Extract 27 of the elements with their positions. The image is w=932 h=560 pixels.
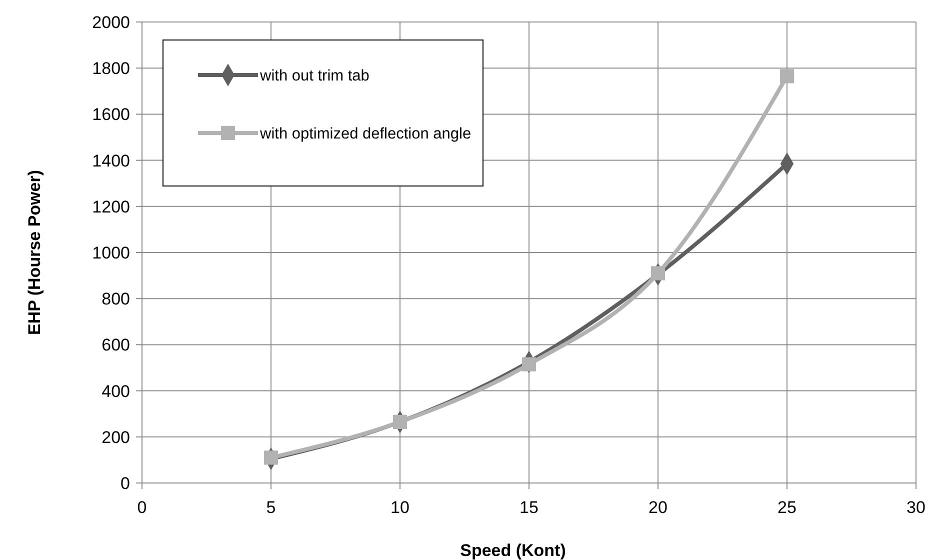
x-tick-label: 5 [266,498,276,517]
y-tick-label: 1000 [92,243,130,262]
point [650,266,666,280]
y-tick-label: 2000 [92,12,130,32]
x-tick-label: 0 [137,498,147,517]
x-tick-label: 25 [778,498,796,517]
x-tick-label: 20 [648,498,668,517]
point [264,450,278,465]
point [522,357,536,372]
y-axis-title: EHP (Hourse Power) [25,170,44,336]
x-tick-label: 30 [906,498,926,517]
point [392,414,408,429]
y-tick-label: 1200 [92,197,130,216]
y-tick-label: 600 [102,336,130,355]
point [780,69,794,84]
y-tick-label: 1600 [92,105,130,124]
y-tick-label: 1800 [92,59,130,78]
y-tick-label: 0 [120,474,130,493]
x-tick-label: 15 [520,498,538,517]
legend-label: with out trim tab [259,67,370,84]
y-tick-label: 1400 [92,151,130,170]
y-tick-label: 800 [102,290,130,309]
y-tick-label: 200 [102,428,130,447]
x-tick-label: 10 [390,498,410,517]
x-axis-title: Speed (Kont) [460,541,566,560]
y-tick-label: 400 [102,382,130,401]
legend-label: with optimized deflection angle [259,125,472,142]
